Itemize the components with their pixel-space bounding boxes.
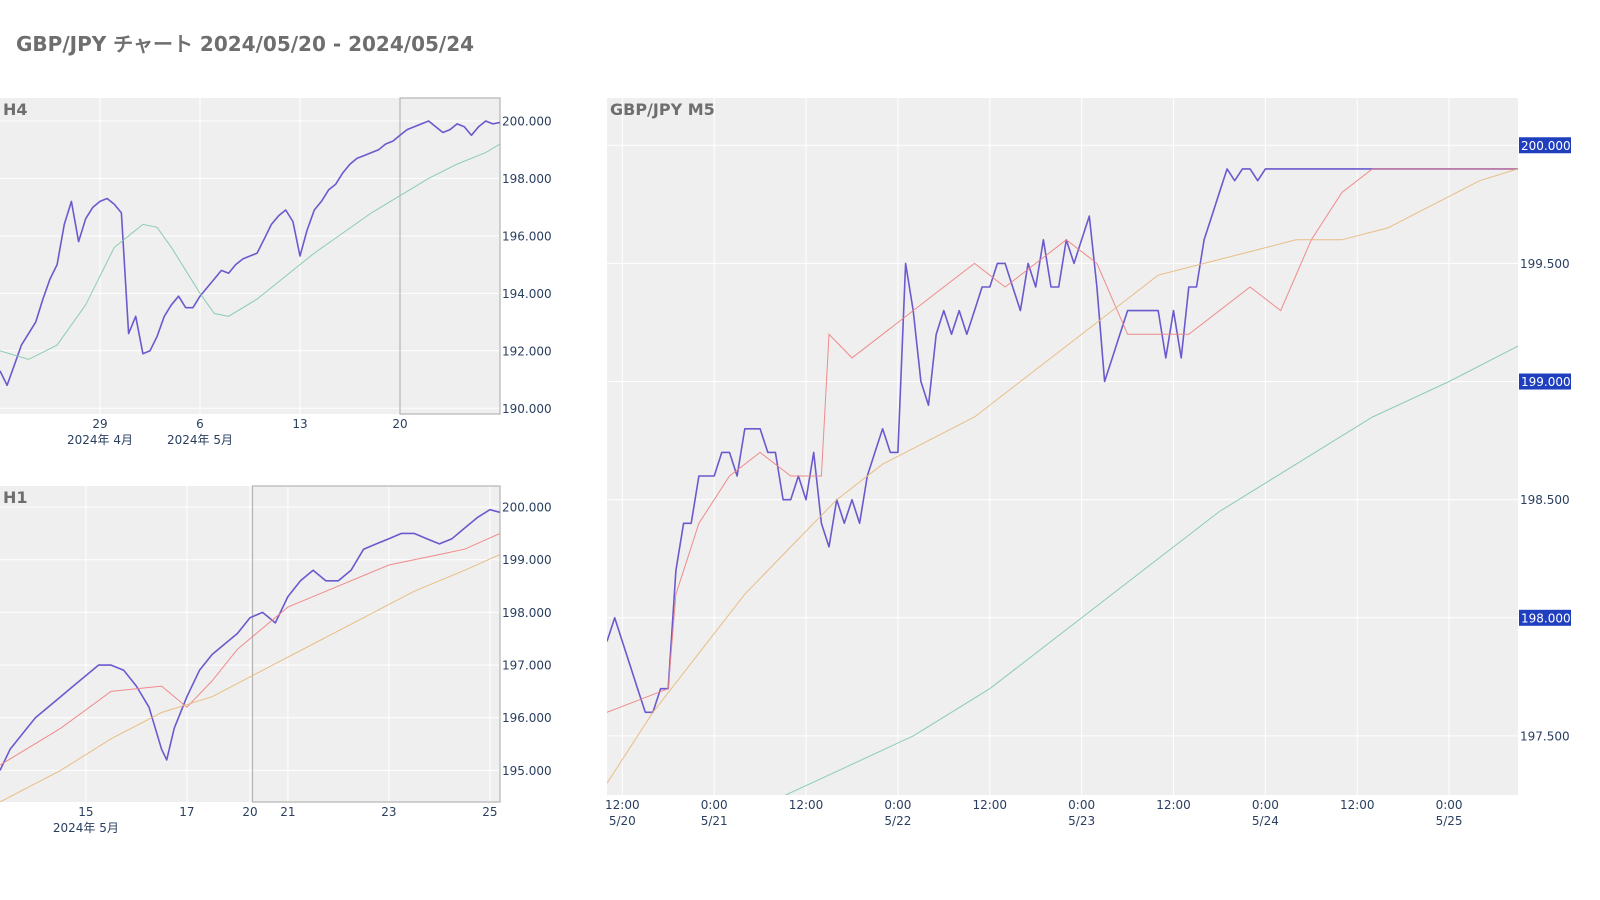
x-tick-label: 0:00 — [884, 798, 911, 812]
y-tick-label: 198.000 — [502, 172, 552, 186]
price-series-line — [0, 120, 500, 387]
chart-panel-1: 195.000 196.000 197.000 198.000 199.000 200.0… — [0, 485, 552, 835]
x-tick-sublabel: 5/23 — [1068, 814, 1095, 828]
x-tick-sublabel: 5/21 — [701, 814, 728, 828]
x-tick-label: 21 — [280, 805, 295, 819]
y-tick-label: 197.000 — [502, 659, 552, 673]
x-tick-sublabel: 5/22 — [884, 814, 911, 828]
y-tick-label: 200.000 — [502, 501, 552, 515]
page-title: GBP/JPY チャート 2024/05/20 - 2024/05/24 — [16, 32, 475, 56]
x-tick-label: 12:00 — [1156, 798, 1191, 812]
x-tick-sublabel: 5/25 — [1436, 814, 1463, 828]
x-tick-label: 0:00 — [1436, 798, 1463, 812]
x-tick-label: 12:00 — [1340, 798, 1375, 812]
moving-average-line — [607, 168, 1518, 784]
x-tick-label: 0:00 — [1252, 798, 1279, 812]
x-tick-label: 13 — [292, 417, 307, 431]
price-series-line — [0, 508, 500, 771]
y-tick-label: 198.000 — [1521, 611, 1571, 625]
y-tick-label: 199.500 — [1520, 257, 1570, 271]
panel-title: H1 — [3, 488, 28, 507]
panel-title: GBP/JPY M5 — [610, 100, 715, 119]
y-tick-label: 200.000 — [1521, 139, 1571, 153]
y-tick-label: 198.500 — [1520, 493, 1570, 507]
x-tick-sublabel: 2024年 4月 — [67, 433, 133, 447]
series-group — [607, 168, 1518, 795]
y-tick-label: 200.000 — [502, 114, 552, 128]
plot-background — [607, 98, 1518, 795]
x-tick-label: 25 — [482, 805, 497, 819]
x-tick-label: 0:00 — [701, 798, 728, 812]
series-group — [0, 508, 500, 802]
moving-average-line — [0, 143, 500, 360]
y-tick-label: 197.500 — [1520, 729, 1570, 743]
y-price-badge — [1519, 373, 1571, 390]
highlight-range-box — [399, 97, 501, 415]
moving-average-line — [784, 345, 1518, 795]
x-tick-sublabel: 5/20 — [609, 814, 636, 828]
x-tick-label: 15 — [78, 805, 93, 819]
x-tick-sublabel: 2024年 5月 — [53, 821, 119, 835]
chart-panel-0: 190.000 192.000 194.000 196.000 198.000 200.0… — [0, 97, 552, 447]
y-tick-label: 190.000 — [502, 402, 552, 416]
x-tick-label: 20 — [242, 805, 257, 819]
x-tick-sublabel: 5/24 — [1252, 814, 1279, 828]
y-price-badge — [1519, 609, 1571, 626]
y-tick-label: 199.000 — [1521, 375, 1571, 389]
price-series-line — [607, 168, 1518, 714]
y-tick-label: 196.000 — [502, 229, 552, 243]
chart-panel-2: 197.500 198.000 198.500 199.000 199.500 200.0… — [605, 98, 1571, 828]
x-tick-sublabel: 2024年 5月 — [167, 433, 233, 447]
x-tick-label: 29 — [92, 417, 107, 431]
x-tick-label: 6 — [196, 417, 204, 431]
x-tick-label: 12:00 — [972, 798, 1007, 812]
x-tick-label: 12:00 — [789, 798, 824, 812]
series-group — [0, 120, 500, 387]
moving-average-line — [607, 168, 1518, 713]
y-tick-label: 196.000 — [502, 711, 552, 725]
moving-average-line — [0, 554, 500, 802]
y-tick-label: 199.000 — [502, 553, 552, 567]
y-tick-label: 198.000 — [502, 606, 552, 620]
x-tick-label: 17 — [179, 805, 194, 819]
y-tick-label: 195.000 — [502, 764, 552, 778]
x-tick-label: 12:00 — [605, 798, 640, 812]
y-tick-label: 194.000 — [502, 287, 552, 301]
highlight-range-box — [251, 485, 501, 803]
panel-title: H4 — [3, 100, 28, 119]
moving-average-line — [0, 532, 500, 766]
x-tick-label: 23 — [381, 805, 396, 819]
x-tick-label: 20 — [392, 417, 407, 431]
y-tick-label: 192.000 — [502, 344, 552, 358]
y-price-badge — [1519, 137, 1571, 154]
x-tick-label: 0:00 — [1068, 798, 1095, 812]
